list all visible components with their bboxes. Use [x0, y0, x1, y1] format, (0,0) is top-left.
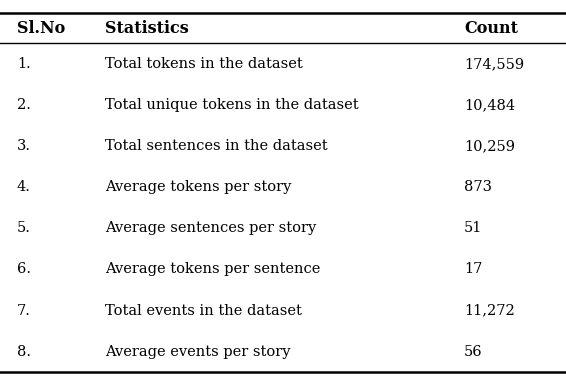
Text: Total unique tokens in the dataset: Total unique tokens in the dataset	[105, 98, 358, 112]
Text: Average tokens per sentence: Average tokens per sentence	[105, 262, 320, 276]
Text: Average events per story: Average events per story	[105, 345, 290, 359]
Text: 6.: 6.	[17, 262, 31, 276]
Text: Average sentences per story: Average sentences per story	[105, 221, 316, 235]
Text: Total tokens in the dataset: Total tokens in the dataset	[105, 57, 302, 71]
Text: 2.: 2.	[17, 98, 31, 112]
Text: 4.: 4.	[17, 180, 31, 194]
Text: 5.: 5.	[17, 221, 31, 235]
Text: 56: 56	[464, 345, 483, 359]
Text: 11,272: 11,272	[464, 303, 515, 318]
Text: Count: Count	[464, 20, 518, 37]
Text: 10,259: 10,259	[464, 139, 515, 153]
Text: 174,559: 174,559	[464, 57, 524, 71]
Text: Average tokens per story: Average tokens per story	[105, 180, 291, 194]
Text: 51: 51	[464, 221, 482, 235]
Text: Total events in the dataset: Total events in the dataset	[105, 303, 302, 318]
Text: Sl.No: Sl.No	[17, 20, 65, 37]
Text: 1.: 1.	[17, 57, 31, 71]
Text: 873: 873	[464, 180, 492, 194]
Text: 3.: 3.	[17, 139, 31, 153]
Text: 8.: 8.	[17, 345, 31, 359]
Text: 10,484: 10,484	[464, 98, 515, 112]
Text: Total sentences in the dataset: Total sentences in the dataset	[105, 139, 327, 153]
Text: 17: 17	[464, 262, 482, 276]
Text: Statistics: Statistics	[105, 20, 188, 37]
Text: 7.: 7.	[17, 303, 31, 318]
